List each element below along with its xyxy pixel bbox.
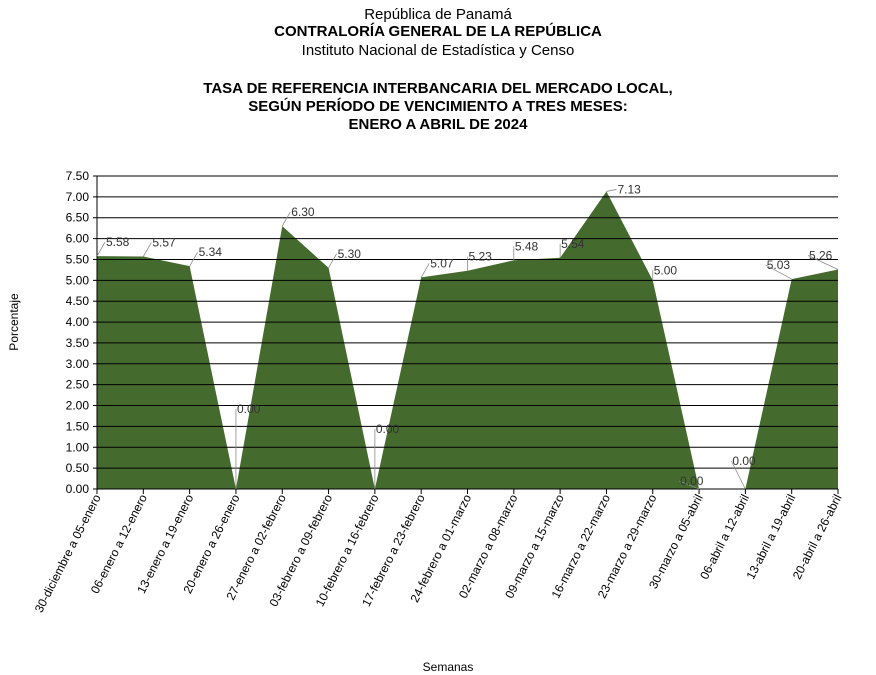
x-axis-title: Semanas xyxy=(423,660,474,674)
chart-title-line-1: TASA DE REFERENCIA INTERBANCARIA DEL MER… xyxy=(203,80,673,97)
data-label-leader xyxy=(189,251,198,267)
y-tick-label: 1.50 xyxy=(66,419,90,433)
y-tick-label: 6.50 xyxy=(66,211,90,225)
data-label: 5.07 xyxy=(430,256,454,270)
data-label: 0.00 xyxy=(680,474,704,488)
data-label: 5.26 xyxy=(809,248,833,262)
data-label: 6.30 xyxy=(291,205,315,219)
y-tick-label: 2.00 xyxy=(66,399,90,413)
chart-title-line-2: SEGÚN PERÍODO DE VENCIMIENTO A TRES MESE… xyxy=(248,98,628,115)
y-tick-label: 4.50 xyxy=(66,294,90,308)
data-label: 5.03 xyxy=(767,258,791,272)
data-label-leader xyxy=(765,264,792,280)
x-tick-label: 13-abril a 19-abril xyxy=(743,492,798,582)
y-tick-label: 1.00 xyxy=(66,440,90,454)
data-label-leader xyxy=(96,241,106,257)
data-label: 5.30 xyxy=(338,247,362,261)
data-label-leader xyxy=(678,480,700,490)
data-label: 5.57 xyxy=(152,236,176,250)
y-tick-label: 0.00 xyxy=(66,482,90,496)
data-label: 5.00 xyxy=(654,263,678,277)
header-institute: Instituto Nacional de Estadística y Cens… xyxy=(301,42,575,59)
data-label: 5.48 xyxy=(515,239,539,253)
data-label-leader xyxy=(606,189,617,192)
y-tick-label: 7.00 xyxy=(66,190,90,204)
data-label-leader xyxy=(807,255,839,270)
y-tick-label: 7.50 xyxy=(66,169,90,183)
x-tick-label: 20-abril a 26-abril xyxy=(790,492,845,582)
y-tick-label: 6.00 xyxy=(66,232,90,246)
data-label: 0.00 xyxy=(376,422,400,436)
x-tick-label: 30-diciembre a 05-enero xyxy=(32,492,104,615)
y-tick-label: 3.00 xyxy=(66,357,90,371)
data-label: 5.58 xyxy=(106,235,130,249)
data-label-leader xyxy=(281,211,291,227)
data-label-leader xyxy=(731,460,746,490)
y-tick-label: 3.50 xyxy=(66,336,90,350)
y-tick-label: 5.50 xyxy=(66,252,90,266)
data-label-leader xyxy=(420,263,430,278)
y-tick-label: 2.50 xyxy=(66,378,90,392)
y-tick-label: 4.00 xyxy=(66,315,90,329)
data-label: 0.00 xyxy=(237,402,261,416)
header-institution: CONTRALORÍA GENERAL DE LA REPÚBLICA xyxy=(274,23,602,40)
header-country: República de Panamá xyxy=(364,6,512,23)
data-label: 0.00 xyxy=(732,454,756,468)
data-label: 5.54 xyxy=(561,237,585,251)
data-label: 7.13 xyxy=(617,182,641,196)
data-label-leader xyxy=(328,253,337,269)
data-label-leader xyxy=(142,242,152,257)
y-tick-label: 0.50 xyxy=(66,461,90,475)
chart-title-line-3: ENERO A ABRIL DE 2024 xyxy=(348,116,528,133)
x-tick-label: 06-abril a 12-abril xyxy=(697,492,752,582)
data-label: 5.34 xyxy=(199,245,223,259)
area-series xyxy=(97,191,838,489)
data-label: 5.23 xyxy=(469,250,493,264)
y-axis-title: Porcentaje xyxy=(7,293,21,351)
y-tick-label: 5.00 xyxy=(66,273,90,287)
